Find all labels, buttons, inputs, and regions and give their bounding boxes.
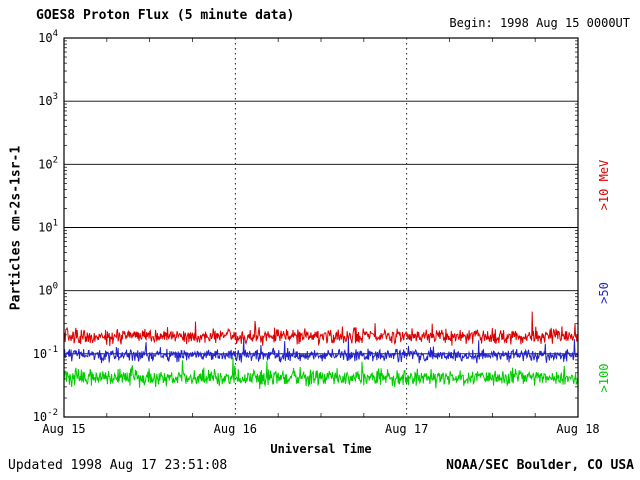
svg-text:Aug 17: Aug 17 — [385, 422, 428, 436]
svg-text:101: 101 — [38, 219, 58, 235]
svg-text:Aug 15: Aug 15 — [42, 422, 85, 436]
chart-title: GOES8 Proton Flux (5 minute data) — [36, 8, 295, 23]
svg-text:102: 102 — [38, 155, 58, 171]
series-label-gt100: >100 — [597, 363, 611, 393]
svg-text:Aug 18: Aug 18 — [556, 422, 599, 436]
svg-text:10-2: 10-2 — [33, 408, 58, 424]
svg-text:103: 103 — [38, 92, 58, 108]
begin-time-label: Begin: 1998 Aug 15 0000UT — [449, 16, 630, 30]
updated-timestamp: Updated 1998 Aug 17 23:51:08 — [8, 458, 228, 473]
svg-text:10-1: 10-1 — [33, 345, 58, 361]
series-label-gt50: >50 — [597, 282, 611, 304]
source-credit: NOAA/SEC Boulder, CO USA — [446, 458, 634, 473]
x-axis-label: Universal Time — [270, 442, 372, 456]
series-label-gt10mev: >10 MeV — [597, 159, 611, 211]
svg-text:100: 100 — [38, 282, 58, 298]
svg-text:Aug 16: Aug 16 — [214, 422, 257, 436]
svg-text:104: 104 — [38, 29, 58, 45]
y-axis-label: Particles cm-2s-1sr-1 — [8, 145, 24, 311]
